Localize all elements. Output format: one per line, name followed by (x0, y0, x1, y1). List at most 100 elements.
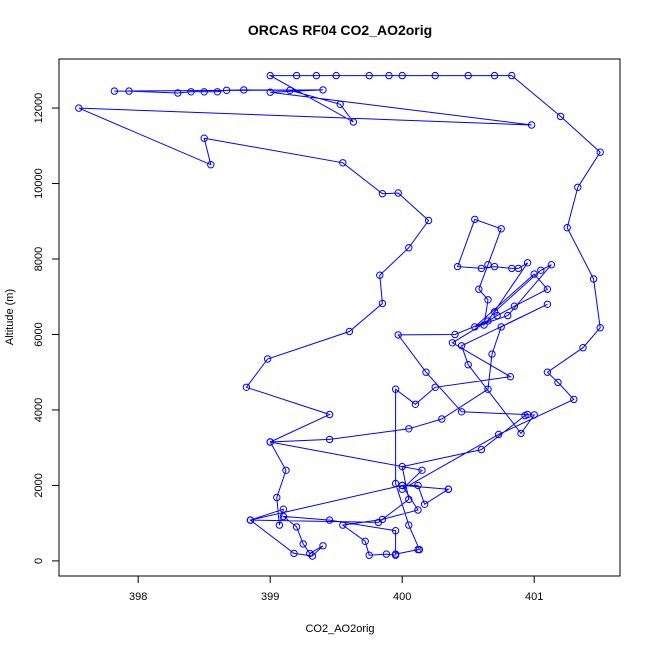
data-point (543, 300, 552, 308)
data-point (398, 485, 406, 493)
data-point (517, 429, 525, 438)
data-point (537, 266, 545, 274)
y-tick-label: 12000 (33, 93, 45, 124)
data-point (266, 71, 274, 80)
data-point (504, 311, 512, 320)
data-point (275, 521, 284, 529)
y-tick-label: 4000 (33, 398, 45, 422)
data-point (596, 324, 604, 332)
data-point (424, 216, 433, 225)
data-point (266, 88, 274, 96)
data-point (200, 88, 208, 96)
series-line (78, 75, 601, 557)
data-point (273, 493, 281, 502)
data-point (589, 275, 598, 283)
data-point (438, 415, 446, 423)
data-point (523, 410, 532, 419)
data-point (405, 244, 413, 252)
y-axis: 0 2000 4000 6000 8000 10000 12000 (33, 93, 60, 564)
data-point (398, 481, 406, 490)
data-point (431, 383, 439, 391)
x-tick-label: 399 (261, 591, 279, 603)
data-point (319, 86, 327, 94)
data-point (222, 86, 231, 95)
data-point (282, 466, 290, 474)
data-point (246, 516, 255, 524)
data-point (398, 462, 406, 471)
x-axis: 398 399 400 401 (129, 575, 543, 603)
data-point (484, 261, 492, 269)
data-point (523, 259, 532, 267)
data-point (457, 342, 466, 350)
data-point (306, 549, 314, 558)
data-point (451, 330, 459, 339)
data-point (290, 549, 298, 558)
y-axis-label: Altitude (m) (4, 289, 16, 345)
data-point (420, 500, 429, 508)
data-point (508, 71, 516, 80)
data-point (391, 550, 400, 558)
x-axis-label: CO2_AO2orig (305, 623, 374, 635)
data-point (361, 537, 369, 545)
data-point (527, 121, 536, 129)
data-point (242, 383, 251, 391)
data-point (506, 373, 515, 381)
y-tick-label: 6000 (33, 322, 45, 346)
x-tick-label: 401 (525, 591, 543, 603)
data-point (453, 262, 462, 271)
data-point (422, 368, 430, 376)
data-point (200, 134, 208, 142)
data-point (480, 321, 488, 329)
data-point (174, 89, 182, 97)
data-point (493, 311, 501, 320)
data-point (490, 262, 499, 271)
data-point (471, 323, 479, 331)
data-point (414, 506, 422, 514)
data-point (490, 71, 499, 80)
data-point (464, 361, 472, 369)
data-point (110, 87, 119, 95)
data-point (279, 505, 288, 513)
data-point (596, 148, 604, 156)
data-point (484, 385, 492, 393)
data-point (411, 400, 420, 408)
data-point (574, 183, 582, 192)
data-point (475, 285, 483, 293)
data-point (508, 264, 516, 273)
chart-title: ORCAS RF04 CO2_AO2orig (248, 22, 432, 38)
data-point (543, 285, 552, 293)
data-point (477, 264, 486, 273)
data-point (510, 302, 519, 310)
data-point (266, 438, 274, 446)
data-point (365, 551, 373, 559)
data-point (279, 512, 288, 521)
data-point (325, 516, 334, 524)
data-point (431, 71, 439, 80)
data-point (391, 479, 400, 488)
data-point (457, 408, 466, 416)
data-point (418, 466, 426, 474)
data-point (365, 71, 373, 80)
data-point (292, 523, 301, 531)
data-point (391, 527, 400, 535)
data-point (490, 308, 499, 316)
y-tick-label: 10000 (33, 168, 45, 199)
data-point (405, 425, 413, 433)
data-point (497, 225, 505, 233)
data-point (414, 481, 422, 490)
data-point (570, 395, 578, 404)
data-point (477, 445, 486, 454)
data-point (376, 271, 384, 279)
data-point (405, 495, 413, 504)
data-point (325, 410, 334, 419)
data-point (336, 100, 344, 109)
data-point (292, 71, 301, 80)
data-point (125, 87, 133, 95)
data-point (339, 521, 347, 529)
data-point (405, 521, 413, 529)
data-point (378, 190, 387, 198)
data-point (378, 299, 387, 308)
data-point (394, 331, 402, 339)
data-point (414, 545, 422, 554)
series-layer (75, 71, 604, 560)
